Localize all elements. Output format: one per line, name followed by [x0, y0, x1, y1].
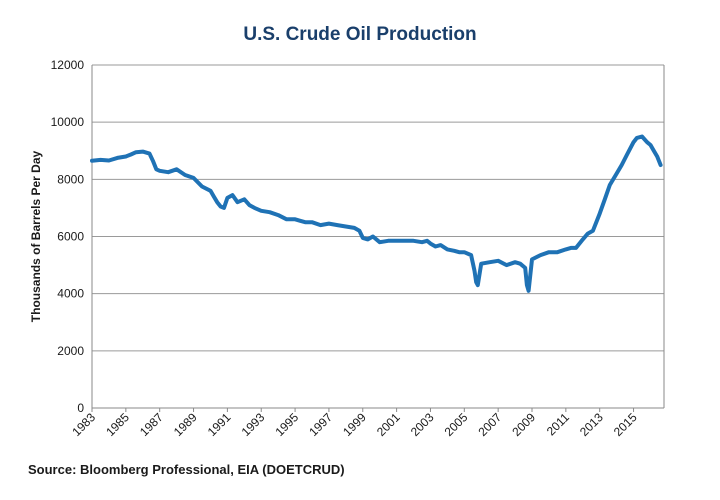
y-tick-label: 4000 — [57, 287, 84, 301]
y-tick-label: 6000 — [57, 230, 84, 244]
x-tick-label: 2011 — [544, 410, 572, 438]
x-tick-label: 1983 — [69, 410, 98, 439]
y-tick-label: 2000 — [57, 344, 84, 358]
series-line — [90, 134, 663, 293]
x-tick-label: 1997 — [306, 410, 335, 439]
x-tick-label: 1987 — [137, 410, 166, 439]
source-note: Source: Bloomberg Professional, EIA (DOE… — [28, 462, 345, 477]
y-tick-label: 12000 — [51, 58, 85, 72]
x-tick-label: 1995 — [272, 410, 301, 439]
x-tick-label: 2007 — [475, 410, 504, 439]
x-tick-label: 2009 — [509, 410, 538, 439]
x-tick-label: 2013 — [577, 410, 606, 439]
y-tick-label: 10000 — [51, 115, 85, 129]
y-tick-labels: 0 2000 4000 6000 8000 10000 12000 — [51, 58, 85, 415]
x-tick-label: 1993 — [239, 410, 268, 439]
x-tick-label: 1991 — [205, 410, 234, 439]
axes — [91, 65, 665, 409]
y-axis-label: Thousands of Barrels Per Day — [29, 150, 43, 322]
y-tick-label: 0 — [77, 401, 84, 415]
x-tick-label: 2001 — [374, 410, 403, 439]
x-tick-label: 1999 — [340, 410, 369, 439]
x-tick-label: 2015 — [611, 410, 640, 439]
y-tick-label: 8000 — [57, 172, 84, 186]
x-tick-label: 1989 — [171, 410, 200, 439]
x-tick-label: 2005 — [442, 410, 471, 439]
x-tick-label: 1985 — [103, 410, 132, 439]
x-tick-label: 2003 — [408, 410, 437, 439]
chart-title: U.S. Crude Oil Production — [243, 24, 477, 45]
x-tick-labels: 1983 1985 1987 1989 1991 1993 1995 1997 1999 2001… — [69, 408, 640, 439]
gridlines — [92, 64, 664, 409]
